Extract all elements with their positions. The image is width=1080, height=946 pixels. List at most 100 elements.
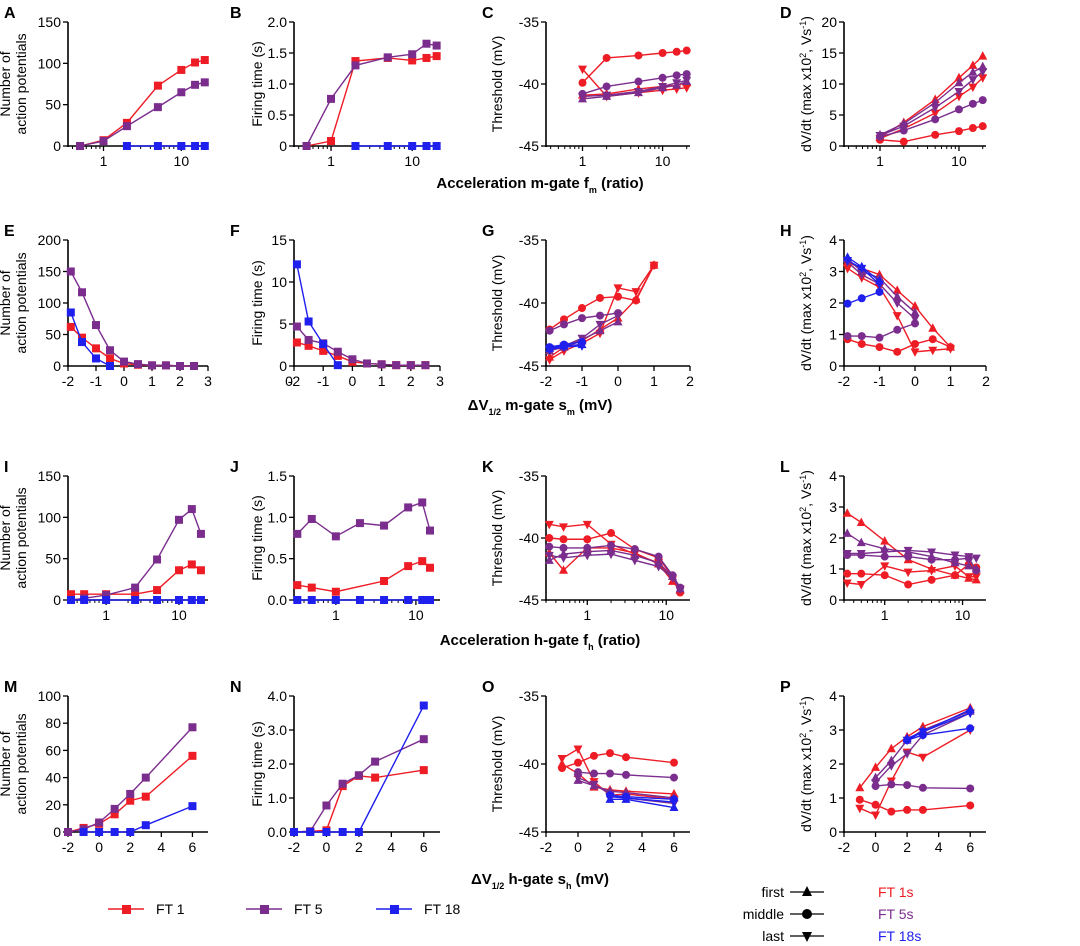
triangle-icon xyxy=(802,886,812,896)
data-point xyxy=(304,335,313,344)
series-line xyxy=(79,59,205,147)
data-point xyxy=(557,755,567,764)
data-point xyxy=(191,58,200,67)
data-point xyxy=(78,288,86,297)
data-point xyxy=(351,57,360,66)
y-axis-label: action potentials xyxy=(13,713,29,814)
y-tick-label: 100 xyxy=(38,55,62,71)
y-axis-label: Number of xyxy=(0,51,13,116)
y-tick-label: 40 xyxy=(45,770,61,786)
y-axis-label: dV/dt (max x102, Vs-1) xyxy=(798,696,814,832)
data-point xyxy=(545,356,555,365)
data-point xyxy=(380,521,389,530)
data-point xyxy=(899,122,909,132)
series-ft-5 xyxy=(302,39,441,150)
data-point xyxy=(903,568,913,578)
data-point xyxy=(363,359,371,368)
data-point xyxy=(613,316,623,326)
data-point xyxy=(293,581,302,590)
row-x-axis-label-part: ΔV xyxy=(468,397,489,414)
data-point xyxy=(153,81,162,90)
data-point xyxy=(634,77,643,86)
data-point xyxy=(307,514,316,523)
data-point xyxy=(95,818,104,827)
series-line xyxy=(296,326,426,366)
data-point xyxy=(371,757,380,766)
data-point xyxy=(200,142,209,150)
series-ft-18-last xyxy=(902,709,975,746)
data-point xyxy=(871,779,881,788)
data-point xyxy=(577,342,587,351)
x-tick-label: -2 xyxy=(838,839,851,855)
data-point xyxy=(875,333,884,342)
data-point xyxy=(856,550,866,559)
data-point xyxy=(607,541,616,550)
panel-B: B 0 0.5 1.0 1.5 2.0 1 10 Firing time (s) xyxy=(230,5,441,169)
data-point xyxy=(971,573,981,582)
x-tick-label: 4 xyxy=(935,839,943,855)
data-point xyxy=(338,828,347,836)
y-tick-label: 0.5 xyxy=(268,107,288,123)
data-point xyxy=(595,325,605,335)
y-axis-label-part: dV/dt (max x10 xyxy=(798,58,814,152)
data-point xyxy=(978,74,988,83)
panel-letter: N xyxy=(230,679,242,696)
data-point xyxy=(102,596,111,604)
row-x-axis-label-part: (ratio) xyxy=(597,175,644,192)
y-tick-label: -35 xyxy=(519,688,539,704)
legend-colored-label: FT 5s xyxy=(878,906,914,922)
row-x-axis-label-part: m xyxy=(589,185,597,195)
x-tick-label: 0 xyxy=(614,373,622,389)
data-point xyxy=(141,773,150,782)
data-point xyxy=(928,346,938,356)
data-point xyxy=(964,560,974,570)
data-point xyxy=(596,293,604,302)
data-point xyxy=(78,338,86,347)
data-point xyxy=(630,545,639,554)
y-tick-label: 0 xyxy=(829,824,837,840)
data-point xyxy=(667,574,677,583)
series-line xyxy=(70,271,194,367)
y-tick-label: -40 xyxy=(519,295,539,311)
series-ft-5-last xyxy=(544,550,685,594)
y-axis-label: Threshold (mV) xyxy=(489,255,505,351)
data-point xyxy=(153,555,162,564)
data-point xyxy=(307,583,316,592)
data-point xyxy=(422,39,431,48)
panel-C: C -45 -40 -35 1 10 Threshold (mV) xyxy=(482,5,692,169)
panel-letter: M xyxy=(4,679,17,696)
data-point xyxy=(654,563,664,572)
y-axis-label: Number of xyxy=(0,505,13,570)
data-point xyxy=(418,596,427,604)
panel-E: E 0 50 100 150 200 -2 -1 0 1 2 3 Number of action pot… xyxy=(0,223,212,389)
data-point xyxy=(582,520,592,530)
data-point xyxy=(131,583,140,592)
series-ft-5 xyxy=(76,78,209,150)
data-point xyxy=(871,762,881,771)
series-ft-5-last xyxy=(871,709,975,788)
data-point xyxy=(95,828,104,836)
data-point xyxy=(893,325,902,334)
x-tick-label: 10 xyxy=(408,607,424,623)
data-point xyxy=(380,576,389,585)
y-axis-label: Firing time (s) xyxy=(249,495,265,581)
data-point xyxy=(621,794,631,803)
data-point xyxy=(856,537,866,547)
row-x-axis-label-part: Acceleration m-gate f xyxy=(436,175,590,192)
data-point xyxy=(293,596,302,604)
data-point xyxy=(875,131,885,141)
x-tick-label: -2 xyxy=(62,373,75,389)
data-point xyxy=(978,122,987,131)
data-point xyxy=(946,345,955,354)
data-point xyxy=(354,771,363,780)
data-point xyxy=(322,828,331,836)
data-point xyxy=(177,65,186,74)
panel-N: N 0.0 1.0 2.0 3.0 4.0 -2 0 2 4 6 Firing time (s) xyxy=(230,679,440,855)
data-point xyxy=(176,362,184,370)
x-tick-label: 10 xyxy=(174,153,190,169)
row-x-axis-label-part: 1/2 xyxy=(492,881,505,891)
data-point xyxy=(153,586,162,595)
x-tick-label: 10 xyxy=(171,607,187,623)
